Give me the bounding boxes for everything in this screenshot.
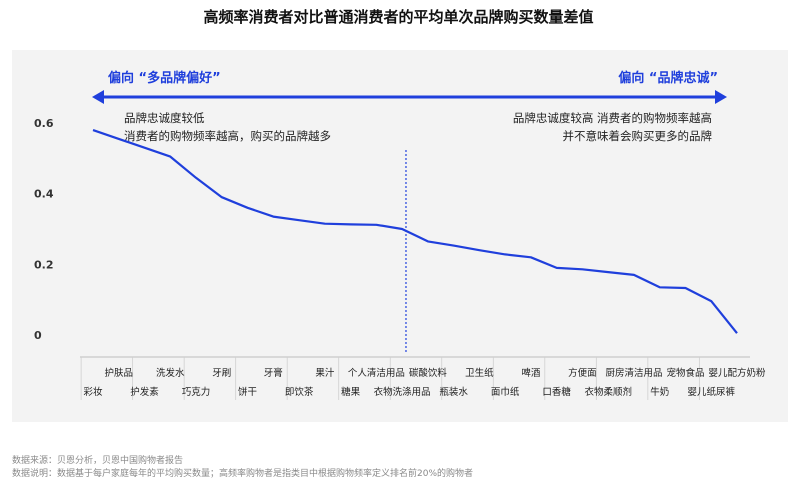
- y-tick-label: 0: [34, 329, 42, 342]
- arrow-right-head: [715, 90, 727, 104]
- x-tick-label-8: 即饮茶: [285, 386, 314, 398]
- annotation-right-line2: 并不意味着会购买更多的品牌: [563, 129, 713, 143]
- x-tick-label-0: 彩妆: [83, 386, 103, 398]
- x-tick-label-10: 糖果: [341, 386, 361, 398]
- x-tick-label-14: 瓶装水: [439, 386, 468, 398]
- x-tick-label-9: 果汁: [315, 367, 335, 379]
- line-chart: 偏向 “多品牌偏好” 偏向 “品牌忠诚” 品牌忠诚度较低 消费者的购物频率越高，…: [34, 70, 766, 400]
- x-tick-label-6: 饼干: [238, 386, 257, 398]
- x-tick-label-24: 婴儿纸尿裤: [687, 386, 735, 398]
- chart-title: 高频率消费者对比普通消费者的平均单次品牌购买数量差值: [203, 8, 594, 26]
- x-tick-label-16: 面巾纸: [491, 386, 520, 398]
- y-axis: 0 0.2 0.4 0.6: [34, 117, 54, 342]
- x-tick-label-23: 宠物食品: [666, 367, 704, 379]
- x-tick-label-25: 婴儿配方奶粉: [708, 367, 766, 379]
- data-note: 数据说明：数据基于每户家庭每年的平均购买数量；高频率购物者是指类目中根据购物频率…: [12, 469, 474, 479]
- arrow-left-label: 偏向 “多品牌偏好”: [108, 70, 221, 86]
- x-tick-label-12: 衣物洗涤用品: [374, 386, 431, 398]
- y-tick-label: 0.6: [34, 117, 54, 130]
- x-tick-label-5: 牙刷: [212, 368, 231, 379]
- series-line: [92, 129, 738, 334]
- y-tick-label: 0.2: [34, 258, 54, 271]
- x-tick-label-19: 方便面: [568, 367, 597, 379]
- x-tick-label-18: 口香糖: [542, 386, 571, 398]
- x-tick-label-1: 护肤品: [105, 367, 134, 379]
- arrow-right-label: 偏向 “品牌忠诚”: [618, 70, 718, 86]
- x-tick-label-17: 啤酒: [521, 367, 541, 379]
- x-tick-label-21: 厨房清洁用品: [605, 367, 662, 379]
- chart-panel: [12, 50, 788, 422]
- x-tick-label-7: 牙膏: [264, 367, 283, 379]
- x-tick-label-2: 护发素: [130, 386, 159, 398]
- source-note: 数据来源：贝恩分析，贝恩中国购物者报告: [12, 456, 184, 466]
- annotation-left-line2: 消费者的购物频率越高，购买的品牌越多: [124, 129, 331, 143]
- x-tick-label-20: 衣物柔顺剂: [584, 386, 632, 398]
- x-tick-label-3: 洗发水: [156, 367, 185, 379]
- x-tick-label-15: 卫生纸: [465, 367, 494, 379]
- x-tick-label-4: 巧克力: [182, 386, 211, 398]
- x-axis: [80, 356, 750, 400]
- annotation-left-line1: 品牌忠诚度较低: [124, 111, 205, 125]
- arrow-left-head: [92, 90, 104, 104]
- y-tick-label: 0.4: [34, 188, 54, 201]
- x-tick-label-13: 碳酸饮料: [409, 367, 448, 379]
- annotation-right-line1: 品牌忠诚度较高 消费者的购物频率越高: [513, 111, 712, 125]
- x-tick-label-11: 个人清洁用品: [348, 367, 405, 379]
- x-tick-label-22: 牛奶: [650, 386, 669, 398]
